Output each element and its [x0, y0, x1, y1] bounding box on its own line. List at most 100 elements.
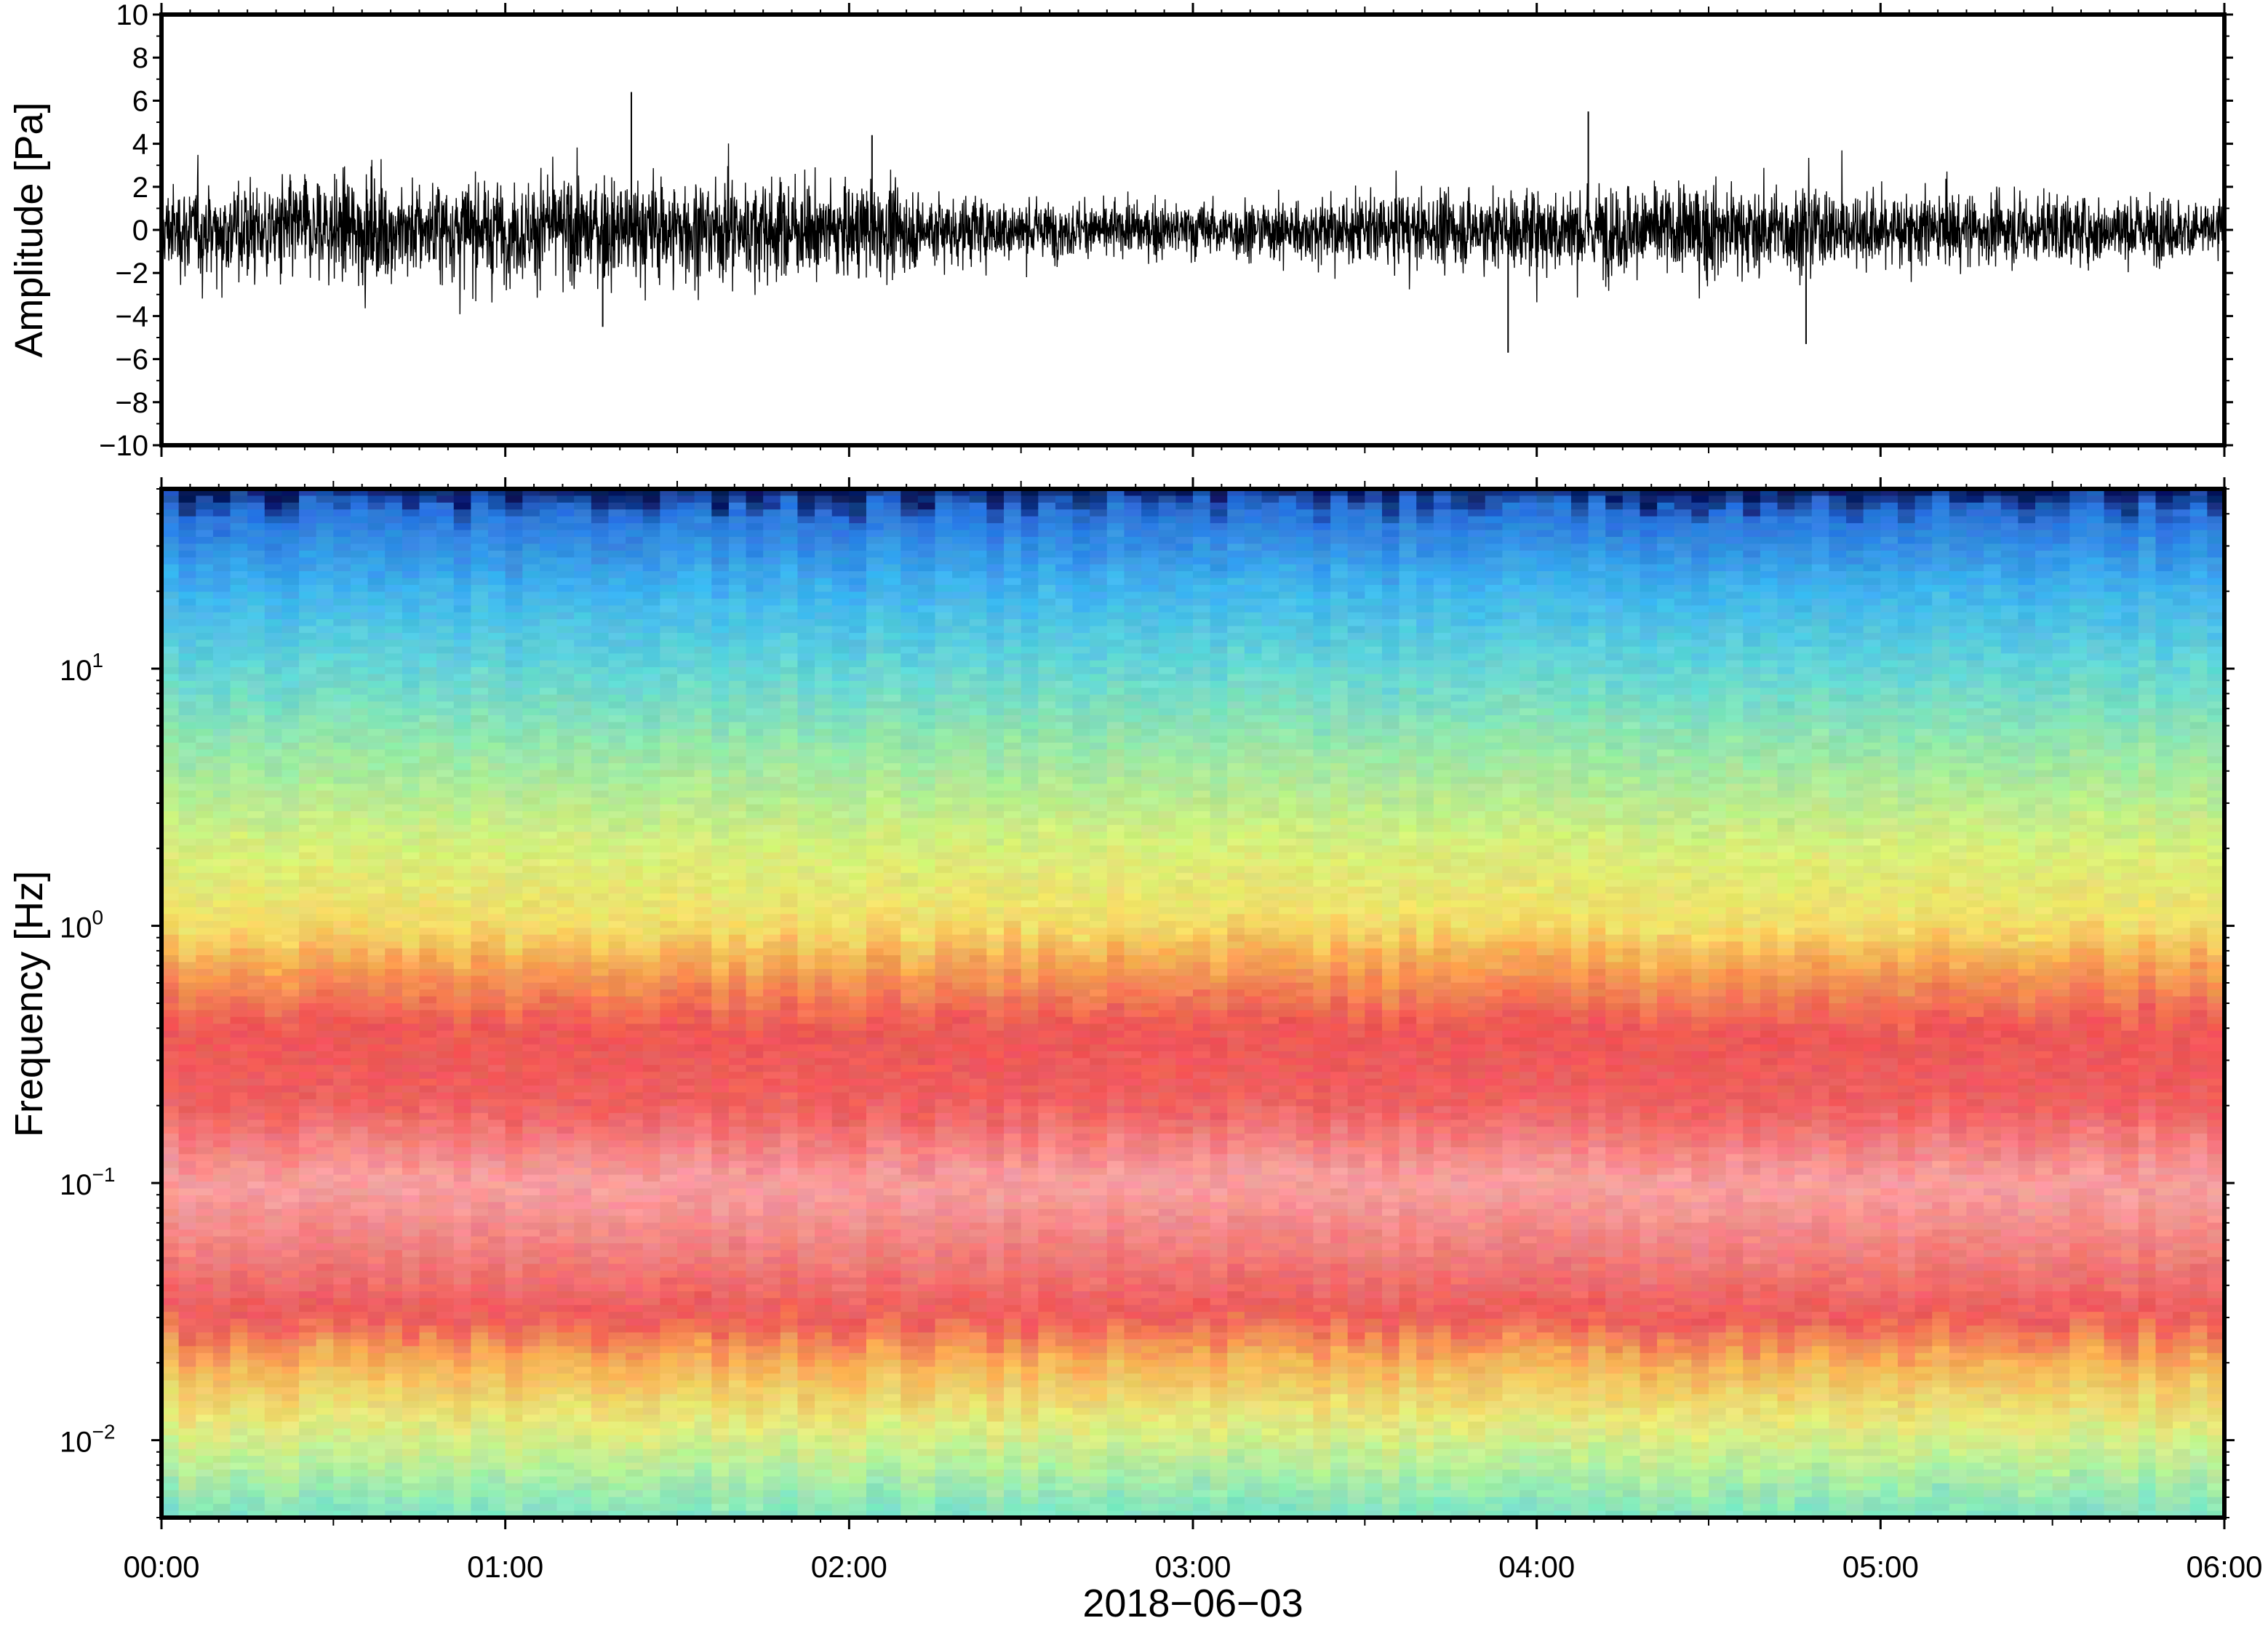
heatmap-cell: [368, 1141, 386, 1148]
heatmap-cell: [368, 839, 386, 846]
heatmap-cell: [420, 681, 437, 688]
heatmap-cell: [316, 832, 334, 839]
heatmap-cell: [385, 722, 402, 730]
heatmap-cell: [695, 565, 712, 572]
heatmap-cell: [626, 941, 643, 949]
heatmap-cell: [351, 839, 368, 846]
heatmap-cell: [316, 1435, 334, 1443]
heatmap-cell: [316, 1079, 334, 1086]
heatmap-cell: [213, 845, 231, 853]
heatmap-cell: [643, 914, 660, 921]
heatmap-cell: [695, 757, 712, 764]
heatmap-cell: [522, 1435, 540, 1443]
heatmap-cell: [695, 578, 712, 586]
heatmap-cell: [420, 695, 437, 702]
heatmap-cell: [506, 1319, 523, 1326]
heatmap-cell: [574, 770, 591, 777]
heatmap-cell: [213, 777, 231, 784]
heatmap-cell: [281, 873, 299, 880]
heatmap-cell: [540, 1415, 557, 1422]
heatmap-cell: [247, 1237, 265, 1244]
heatmap-cell: [385, 1250, 402, 1257]
heatmap-cell: [299, 715, 316, 722]
heatmap-cell: [385, 1181, 402, 1189]
heatmap-cell: [557, 653, 575, 661]
heatmap-cell: [213, 1401, 231, 1408]
heatmap-cell: [265, 1141, 282, 1148]
heatmap-cell: [454, 887, 471, 894]
heatmap-cell: [677, 1010, 695, 1017]
heatmap-cell: [574, 1195, 591, 1203]
heatmap-cell: [333, 969, 351, 976]
heatmap-cell: [591, 1195, 609, 1203]
heatmap-cell: [660, 1291, 677, 1299]
heatmap-cell: [316, 715, 334, 722]
heatmap-cell: [695, 1017, 712, 1024]
heatmap-cell: [420, 887, 437, 894]
heatmap-cell: [161, 1319, 179, 1326]
heatmap-cell: [281, 805, 299, 812]
heatmap-cell: [557, 825, 575, 832]
heatmap-cell: [231, 1305, 248, 1312]
heatmap-cell: [660, 517, 677, 524]
heatmap-cell: [454, 1332, 471, 1339]
heatmap-cell: [626, 1415, 643, 1422]
heatmap-cell: [299, 1257, 316, 1264]
heatmap-cell: [522, 599, 540, 606]
heatmap-cell: [281, 1332, 299, 1339]
heatmap-cell: [643, 1045, 660, 1052]
heatmap-cell: [557, 1284, 575, 1291]
heatmap-cell: [299, 1209, 316, 1216]
heatmap-cell: [351, 681, 368, 688]
heatmap-cell: [196, 805, 213, 812]
heatmap-cell: [213, 1435, 231, 1443]
heatmap-cell: [368, 1387, 386, 1395]
heatmap-cell: [196, 777, 213, 784]
heatmap-cell: [231, 1326, 248, 1333]
heatmap-cell: [231, 1223, 248, 1230]
heatmap-cell: [660, 1024, 677, 1031]
heatmap-cell: [179, 1490, 196, 1497]
heatmap-cell: [281, 722, 299, 730]
heatmap-cell: [591, 647, 609, 654]
heatmap-cell: [247, 935, 265, 942]
heatmap-cell: [540, 1003, 557, 1011]
heatmap-cell: [316, 1278, 334, 1285]
heatmap-cell: [522, 605, 540, 613]
heatmap-cell: [660, 1154, 677, 1161]
heatmap-cell: [454, 893, 471, 901]
heatmap-cell: [488, 543, 506, 551]
heatmap-cell: [316, 585, 334, 592]
heatmap-cell: [351, 1141, 368, 1148]
heatmap-cell: [281, 585, 299, 592]
heatmap-cell: [454, 1312, 471, 1319]
heatmap-cell: [281, 688, 299, 695]
heatmap-cell: [591, 1367, 609, 1374]
heatmap-cell: [247, 578, 265, 586]
heatmap-cell: [213, 976, 231, 983]
heatmap-cell: [247, 1189, 265, 1196]
heatmap-cell: [385, 1319, 402, 1326]
heatmap-cell: [591, 1339, 609, 1347]
heatmap-cell: [265, 1010, 282, 1017]
heatmap-cell: [471, 1230, 488, 1237]
heatmap-cell: [161, 729, 179, 736]
heatmap-cell: [196, 1010, 213, 1017]
heatmap-cell: [351, 797, 368, 805]
heatmap-cell: [608, 962, 626, 969]
heatmap-cell: [608, 1099, 626, 1107]
heatmap-cell: [231, 661, 248, 668]
heatmap-cell: [351, 1010, 368, 1017]
heatmap-cell: [368, 1168, 386, 1175]
heatmap-cell: [368, 914, 386, 921]
heatmap-cell: [660, 1360, 677, 1367]
heatmap-cell: [436, 928, 454, 935]
heatmap-cell: [574, 1202, 591, 1209]
heatmap-cell: [333, 1339, 351, 1347]
heatmap-cell: [333, 736, 351, 743]
heatmap-cell: [557, 1449, 575, 1456]
heatmap-cell: [506, 1175, 523, 1182]
heatmap-cell: [385, 1003, 402, 1011]
heatmap-cell: [247, 749, 265, 757]
heatmap-cell: [454, 1085, 471, 1093]
